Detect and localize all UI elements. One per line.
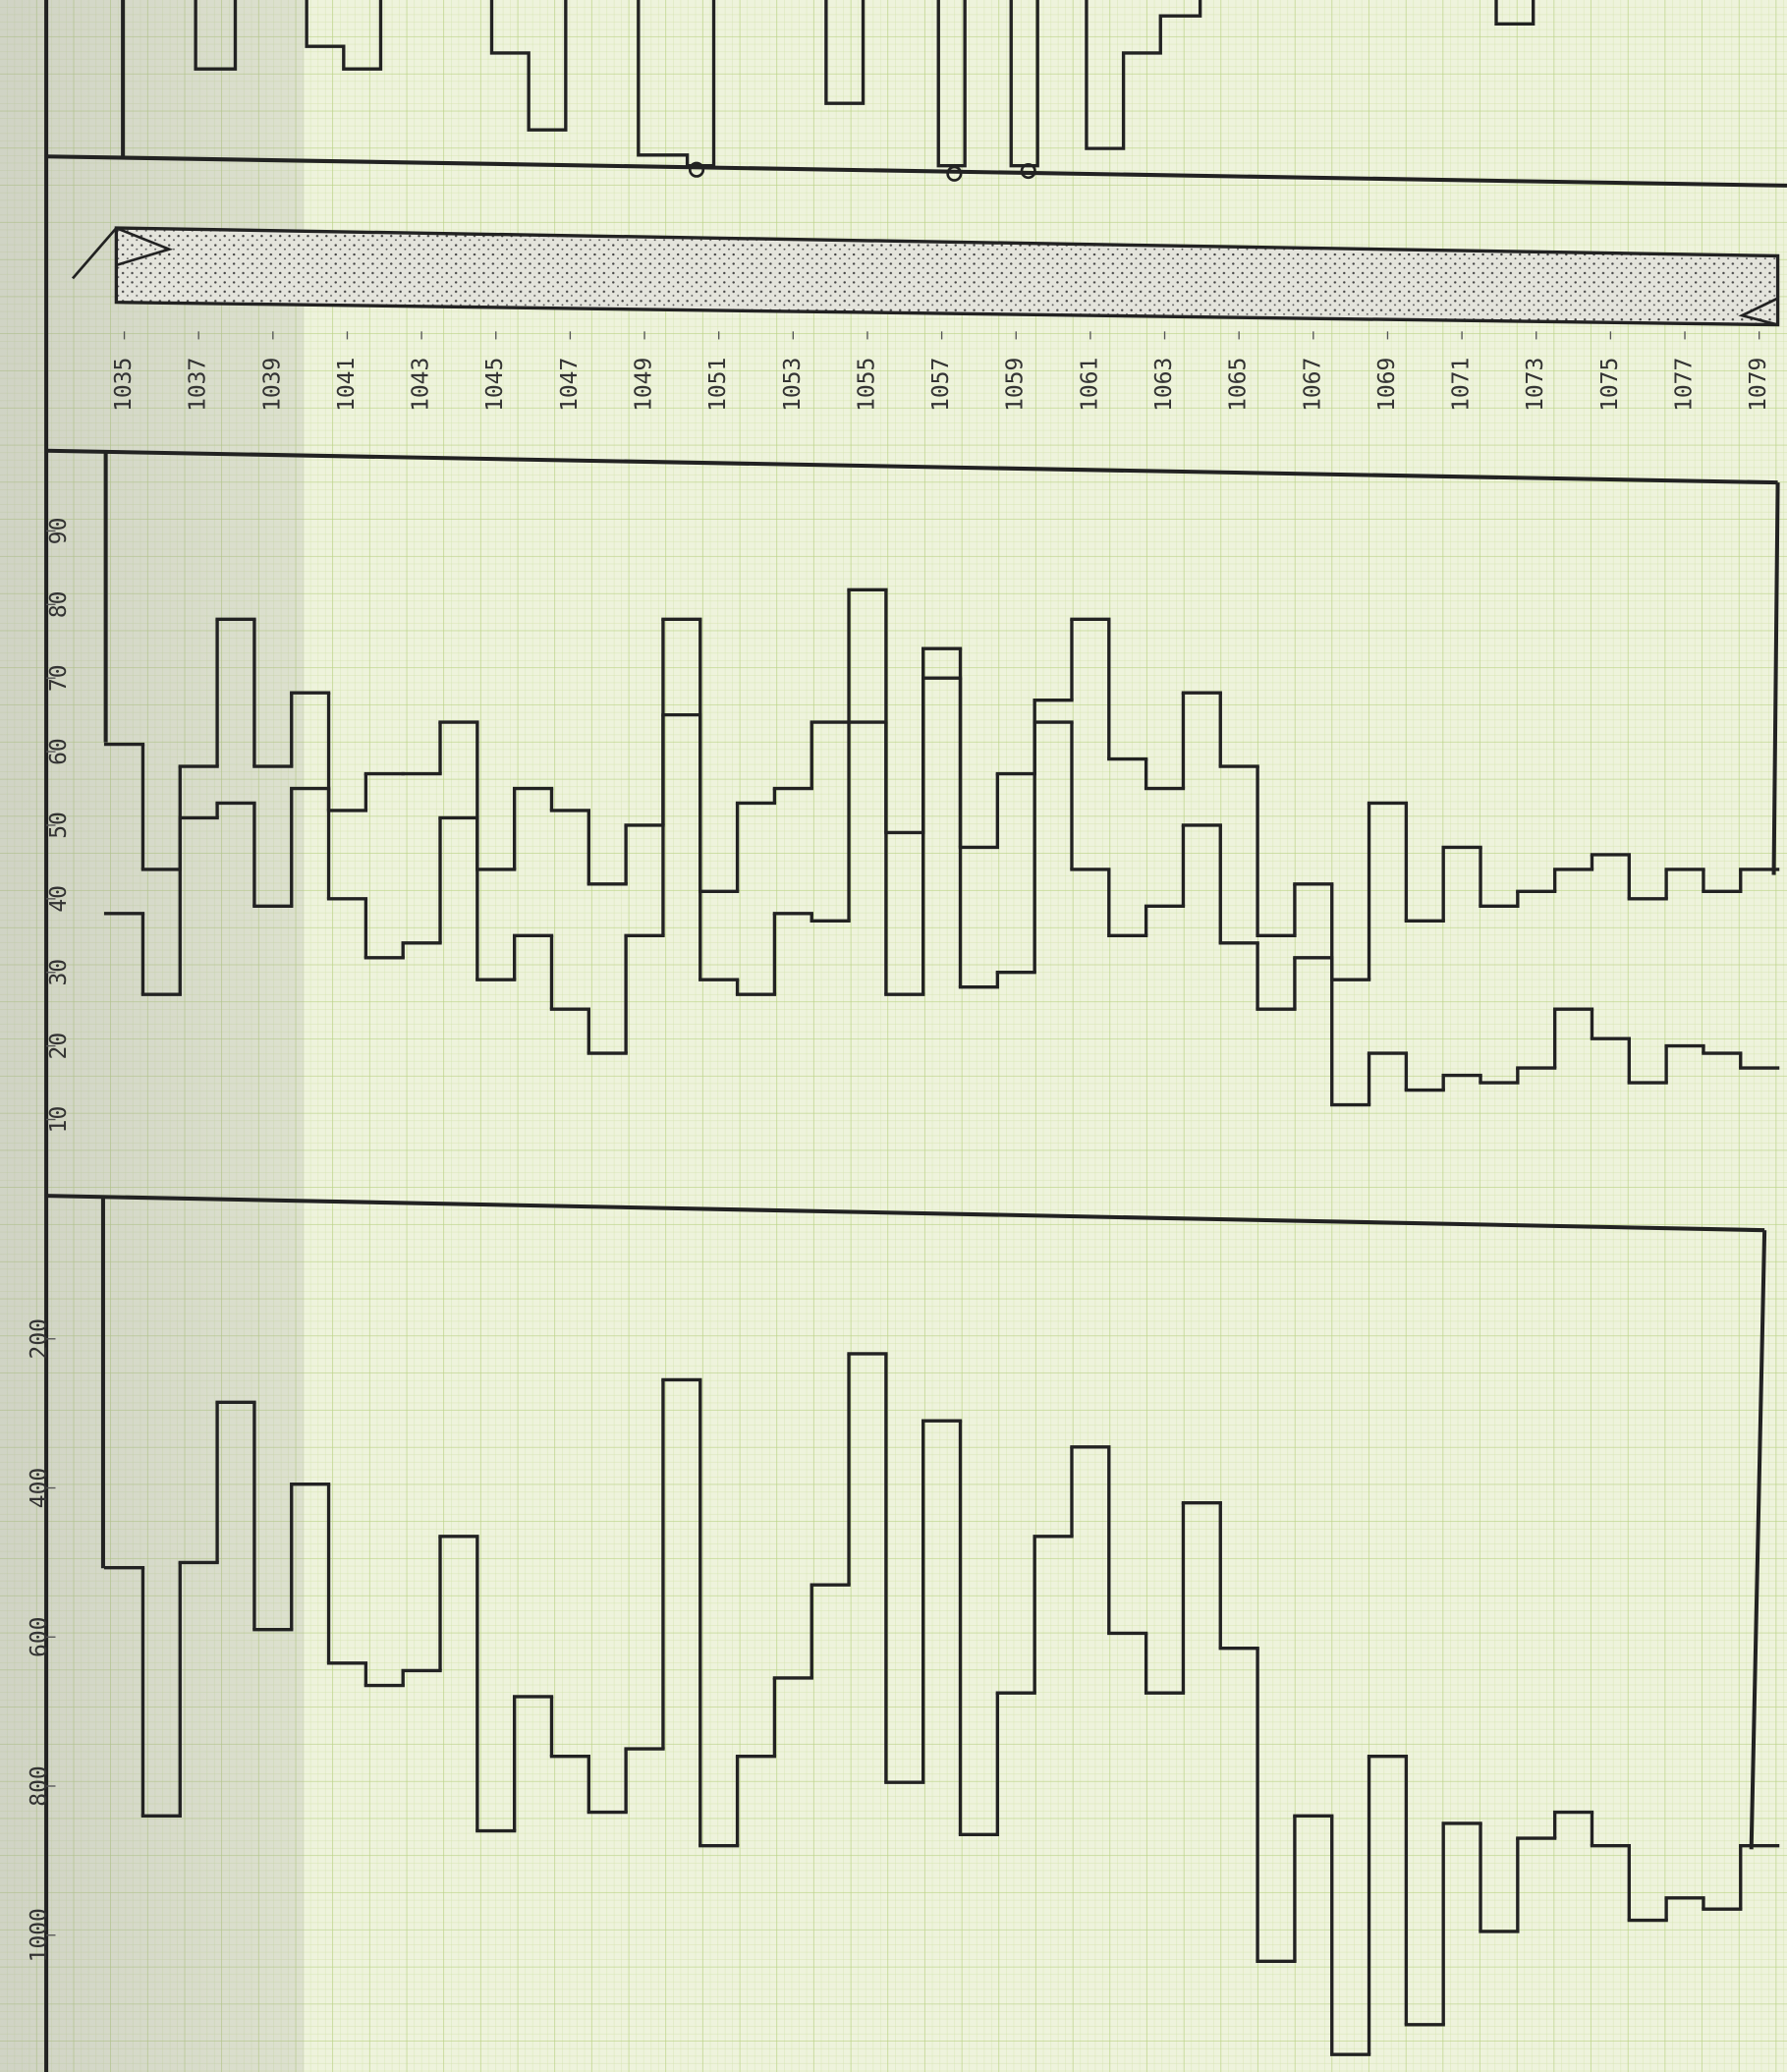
y-tick-label: 10 <box>46 1106 72 1134</box>
frames <box>44 0 1787 2072</box>
x-tick-label: 1067 <box>1300 358 1325 412</box>
y-tick-label: 20 <box>46 1033 72 1060</box>
x-tick-label: 1035 <box>111 358 137 412</box>
x-tick-label: 1069 <box>1374 358 1400 412</box>
x-tick-label: 1071 <box>1449 358 1475 412</box>
x-tick-label: 1037 <box>186 358 211 412</box>
y-tick-label: 600 <box>27 1617 52 1657</box>
y-tick-label: 40 <box>46 885 72 913</box>
x-tick-label: 1073 <box>1523 358 1548 412</box>
x-tick-label: 1057 <box>928 358 954 412</box>
y-tick-label: 70 <box>46 664 72 692</box>
x-tick-label: 1061 <box>1077 358 1102 412</box>
y-tick-label: 90 <box>46 518 72 545</box>
y-tick-label: 1000 <box>27 1908 52 1962</box>
x-tick-label: 1041 <box>334 358 360 412</box>
x-tick-label: 1065 <box>1226 358 1252 412</box>
y-tick-label: 60 <box>46 738 72 765</box>
x-tick-label: 1053 <box>780 358 806 412</box>
y-tick-label: 400 <box>27 1468 52 1508</box>
y-tick-label: 200 <box>27 1318 52 1359</box>
x-tick-label: 1047 <box>557 358 583 412</box>
x-tick-label: 1039 <box>259 358 285 412</box>
y-tick-label: 30 <box>46 959 72 986</box>
x-tick-label: 1043 <box>409 358 434 412</box>
y-tick-label: 800 <box>27 1765 52 1806</box>
x-tick-label: 1049 <box>632 358 657 412</box>
x-tick-label: 1059 <box>1003 358 1029 412</box>
y-tick-label: 50 <box>46 812 72 839</box>
x-tick-label: 1051 <box>705 358 731 412</box>
x-tick-label: 1063 <box>1151 358 1177 412</box>
y-tick-label: 80 <box>46 590 72 618</box>
x-tick-label: 1045 <box>482 358 508 412</box>
x-tick-label: 1077 <box>1672 358 1698 412</box>
scan-shadow <box>0 0 305 2072</box>
x-tick-label: 1055 <box>854 358 879 412</box>
x-tick-label: 1079 <box>1746 358 1771 412</box>
x-tick-label: 1075 <box>1597 358 1623 412</box>
